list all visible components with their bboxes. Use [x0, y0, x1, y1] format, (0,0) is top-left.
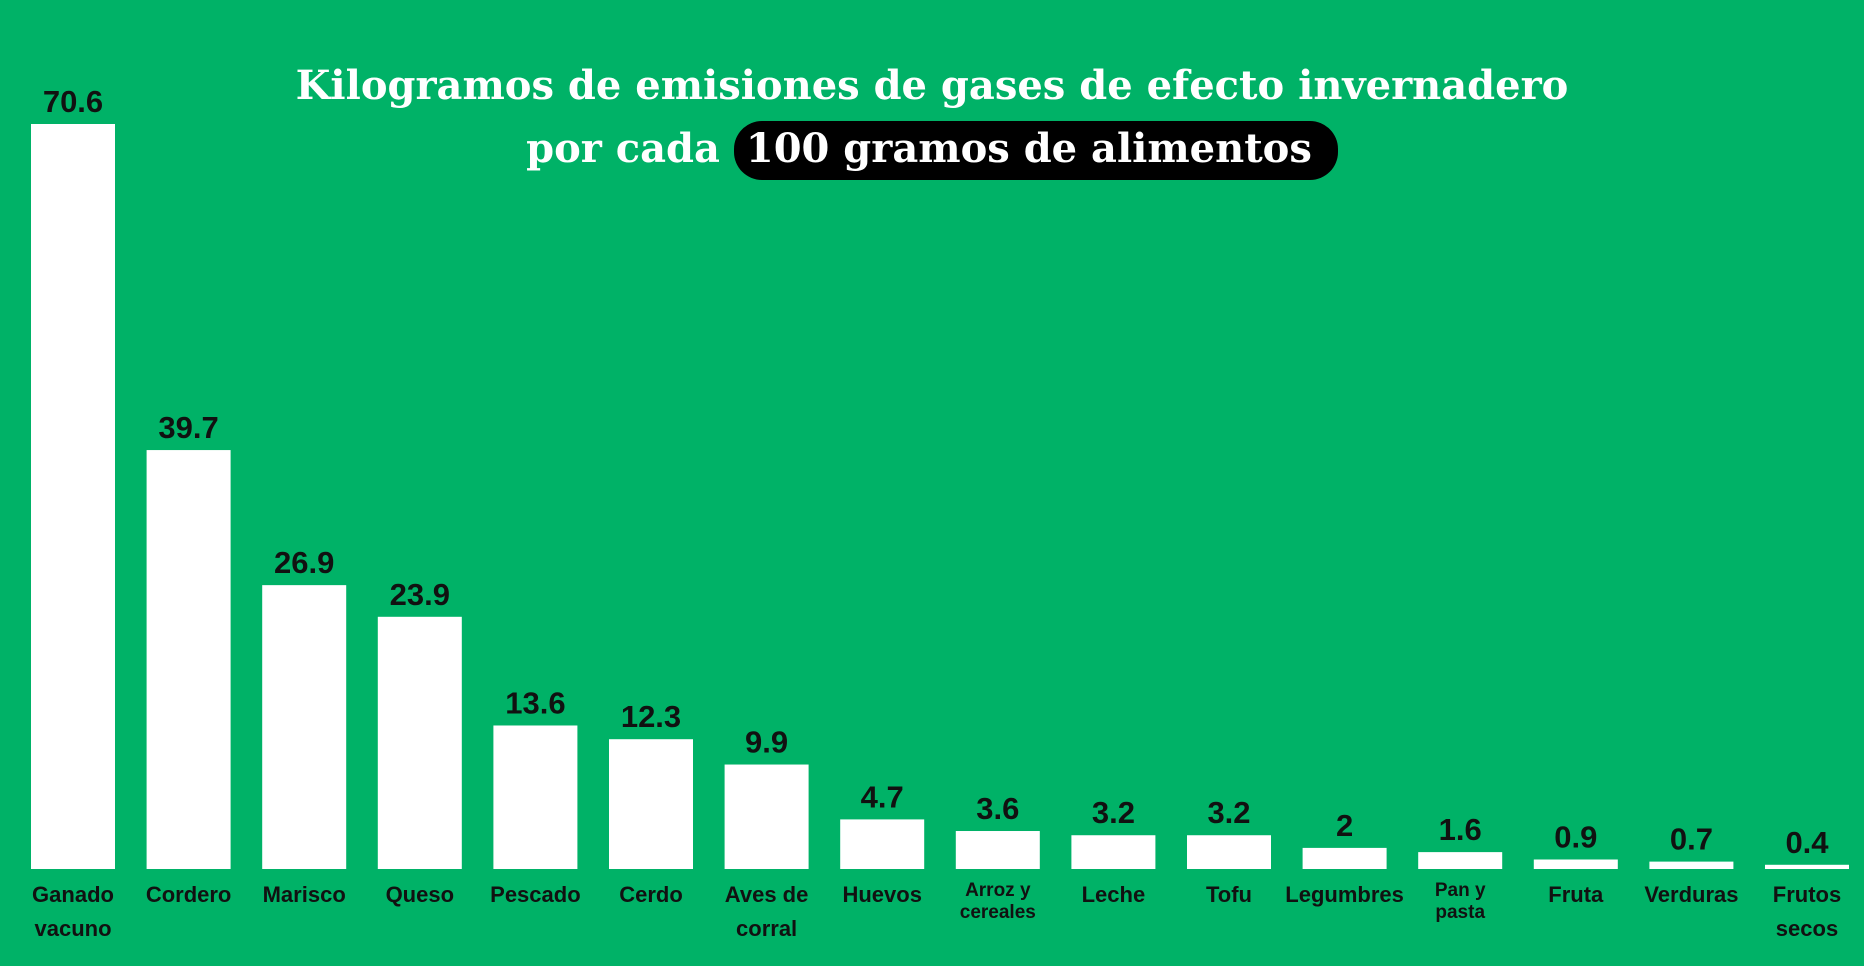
bar — [1187, 835, 1271, 869]
category-label: Verduras — [1644, 882, 1738, 907]
data-label: 3.6 — [976, 791, 1019, 826]
bar — [724, 764, 809, 869]
category-label: Pan y — [1435, 880, 1486, 901]
data-label: 39.7 — [158, 410, 218, 445]
bar — [840, 819, 925, 869]
category-label: Arroz y — [965, 880, 1031, 901]
data-label: 0.9 — [1554, 820, 1597, 855]
category-label: corral — [736, 916, 797, 941]
category-label: Marisco — [263, 882, 346, 907]
bar — [609, 739, 693, 869]
category-label: vacuno — [34, 916, 111, 941]
data-label: 4.7 — [861, 779, 904, 814]
category-label: Pescado — [490, 882, 581, 907]
data-label: 3.2 — [1207, 795, 1250, 830]
category-label: Leche — [1082, 882, 1146, 907]
data-label: 2 — [1336, 808, 1353, 843]
chart-title-line-1: Kilogramos de emisiones de gases de efec… — [295, 62, 1569, 109]
category-label: Tofu — [1206, 882, 1252, 907]
category-label: Aves de — [725, 882, 809, 907]
category-label: Cordero — [146, 882, 232, 907]
category-label: Queso — [386, 882, 454, 907]
chart-title-line-2: por cada 100 gramos de alimentos — [0, 121, 1864, 180]
bar — [493, 725, 578, 869]
category-label: Fruta — [1548, 882, 1604, 907]
category-label: Cerdo — [619, 882, 683, 907]
bar — [1302, 847, 1387, 869]
data-label: 13.6 — [505, 685, 565, 720]
data-label: 12.3 — [621, 699, 681, 734]
category-label: Frutos — [1773, 882, 1841, 907]
data-label: 70.6 — [43, 84, 103, 119]
category-label: pasta — [1435, 902, 1485, 923]
bar — [955, 831, 1040, 869]
category-label: Ganado — [32, 882, 114, 907]
data-label: 23.9 — [390, 577, 450, 612]
category-label: Legumbres — [1285, 882, 1404, 907]
bar — [377, 616, 462, 869]
bar — [1071, 835, 1156, 869]
data-label: 0.4 — [1785, 825, 1829, 860]
bar — [31, 124, 115, 869]
category-label: Huevos — [842, 882, 921, 907]
data-label: 0.7 — [1670, 822, 1713, 857]
data-label: 3.2 — [1092, 795, 1135, 830]
data-label: 26.9 — [274, 545, 334, 580]
bar — [146, 450, 231, 869]
bar — [1765, 864, 1849, 869]
category-label: cereales — [960, 902, 1036, 923]
title-prefix: por cada — [526, 125, 720, 172]
bar — [1533, 859, 1618, 869]
data-label: 1.6 — [1439, 812, 1482, 847]
bar — [1418, 852, 1503, 869]
title-highlight: 100 gramos de alimentos — [733, 121, 1338, 180]
bar — [262, 585, 347, 869]
category-label: secos — [1776, 916, 1838, 941]
bar — [1649, 861, 1734, 869]
data-label: 9.9 — [745, 725, 788, 760]
